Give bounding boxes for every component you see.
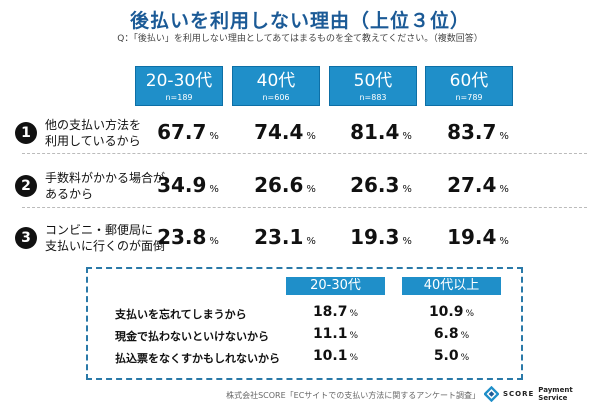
percent-value: 26.3% xyxy=(350,173,412,197)
percent-value: 19.3% xyxy=(350,225,412,249)
percent-value: 6.8% xyxy=(433,326,470,342)
reason-label: 払込票をなくすかもしれないから xyxy=(115,352,280,365)
percent-value: 19.4% xyxy=(447,225,509,249)
table-row: 3 コンビニ・郵便局に 支払いに行くのが面倒 23.8% 23.1% 19.3% 19.4% xyxy=(15,215,587,261)
percent-value: 81.4% xyxy=(350,120,412,144)
other-reasons-box: 20-30代 40代以上支払いを忘れてしまうから 18.7% 10.9% 現金で払わない… xyxy=(86,267,523,380)
column-label: 60代 xyxy=(449,71,489,91)
table-row: 1 他の支払い方法を 利用しているから 67.7% 74.4% 81.4% 83.7% xyxy=(15,110,587,156)
score-logo: SCORE Payment Service xyxy=(484,386,600,402)
sample-size: n=883 xyxy=(359,93,387,102)
reason-label: 支払いを忘れてしまうから xyxy=(115,308,247,321)
rank-badge: 1 xyxy=(15,122,37,144)
reason-label: 他の支払い方法を 利用しているから xyxy=(45,117,165,149)
sample-size: n=189 xyxy=(165,93,193,102)
reason-label: コンビニ・郵便局に 支払いに行くのが面倒 xyxy=(45,222,165,254)
reason-label: 手数料がかかる場合が あるから xyxy=(45,170,165,202)
percent-value: 26.6% xyxy=(254,173,316,197)
reason-line: 他の支払い方法を xyxy=(45,118,142,132)
table-row: 2 手数料がかかる場合が あるから 34.9% 26.6% 26.3% 27.4% xyxy=(15,163,587,209)
reason-line: コンビニ・郵便局に xyxy=(45,223,154,237)
percent-value: 10.9% xyxy=(428,304,475,320)
rank-badge: 2 xyxy=(15,175,37,197)
sample-size: n=789 xyxy=(455,93,483,102)
reason-line: 手数料がかかる場合が xyxy=(45,171,166,185)
sub-table-row: 現金で払わないといけないから 11.1% 6.8% xyxy=(115,326,515,346)
percent-value: 27.4% xyxy=(447,173,509,197)
percent-value: 34.9% xyxy=(157,173,219,197)
logo-tagline: Payment Service xyxy=(538,386,573,402)
row-divider xyxy=(22,153,587,154)
percent-value: 67.7% xyxy=(157,120,219,144)
sample-size: n=606 xyxy=(262,93,290,102)
percent-value: 74.4% xyxy=(254,120,316,144)
reason-line: 支払いに行くのが面倒 xyxy=(45,239,166,253)
percent-value: 83.7% xyxy=(447,120,509,144)
row-divider xyxy=(22,207,587,208)
reason-line: あるから xyxy=(45,187,94,201)
column-header: 60代 n=789 xyxy=(425,66,513,106)
column-header: 40代 n=606 xyxy=(232,66,320,106)
sub-column-header: 40代以上 xyxy=(402,277,501,295)
sub-table-row: 払込票をなくすかもしれないから 10.1% 5.0% xyxy=(115,348,515,368)
column-label: 40代 xyxy=(256,71,296,91)
column-header: 50代 n=883 xyxy=(329,66,417,106)
source-footer: 株式会社SCORE「ECサイトでの支払い方法に関するアンケート調査」 xyxy=(226,391,480,400)
percent-value: 18.7% xyxy=(312,304,359,320)
logo-name: SCORE xyxy=(502,390,535,398)
page-title: 後払いを利用しない理由（上位３位） xyxy=(129,10,470,32)
sub-table-row: 支払いを忘れてしまうから 18.7% 10.9% xyxy=(115,304,515,324)
sub-column-header: 20-30代 xyxy=(286,277,385,295)
percent-value: 11.1% xyxy=(312,326,359,342)
column-label: 20-30代 xyxy=(145,71,213,91)
column-header: 20-30代 n=189 xyxy=(135,66,223,106)
percent-value: 10.1% xyxy=(312,348,359,364)
percent-value: 23.1% xyxy=(254,225,316,249)
rank-badge: 3 xyxy=(15,227,37,249)
percent-value: 5.0% xyxy=(433,348,470,364)
diamond-logo-icon xyxy=(484,386,499,402)
question-text: Q：「後払い」を利用しない理由としてあてはまるものを全て教えてください。（複数回… xyxy=(117,34,483,44)
percent-value: 23.8% xyxy=(157,225,219,249)
column-label: 50代 xyxy=(353,71,393,91)
reason-label: 現金で払わないといけないから xyxy=(115,330,269,343)
reason-line: 利用しているから xyxy=(45,134,141,148)
